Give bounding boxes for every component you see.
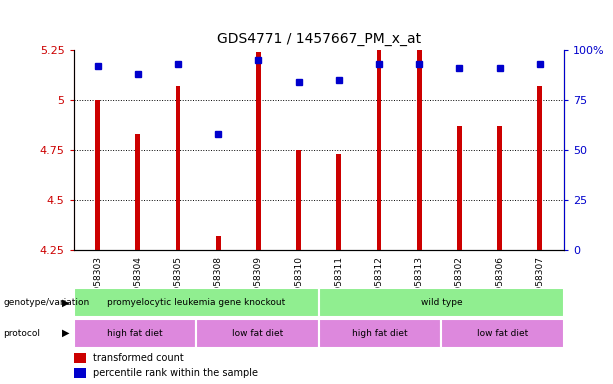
Bar xyxy=(441,319,564,348)
Text: wild type: wild type xyxy=(421,298,462,307)
Text: low fat diet: low fat diet xyxy=(477,329,528,338)
Text: promyelocytic leukemia gene knockout: promyelocytic leukemia gene knockout xyxy=(107,298,285,307)
Text: high fat diet: high fat diet xyxy=(107,329,162,338)
Bar xyxy=(135,134,140,250)
Text: ▶: ▶ xyxy=(63,328,70,338)
Text: high fat diet: high fat diet xyxy=(352,329,408,338)
Bar xyxy=(497,126,502,250)
Bar xyxy=(417,50,422,250)
Bar xyxy=(337,154,341,250)
Bar xyxy=(95,100,100,250)
Text: protocol: protocol xyxy=(3,329,40,338)
Bar xyxy=(196,319,319,348)
Bar xyxy=(74,288,319,317)
Bar xyxy=(256,52,261,250)
Text: transformed count: transformed count xyxy=(93,353,184,363)
Bar xyxy=(74,319,196,348)
Bar xyxy=(296,150,301,250)
Bar xyxy=(176,86,180,250)
Bar xyxy=(216,236,221,250)
Bar xyxy=(74,368,86,378)
Bar xyxy=(319,319,441,348)
Text: low fat diet: low fat diet xyxy=(232,329,283,338)
Bar xyxy=(538,86,543,250)
Bar xyxy=(319,288,564,317)
Text: genotype/variation: genotype/variation xyxy=(3,298,89,307)
Bar xyxy=(376,50,381,250)
Title: GDS4771 / 1457667_PM_x_at: GDS4771 / 1457667_PM_x_at xyxy=(217,32,421,46)
Bar xyxy=(457,126,462,250)
Text: ▶: ▶ xyxy=(63,297,70,308)
Text: percentile rank within the sample: percentile rank within the sample xyxy=(93,368,258,378)
Bar xyxy=(74,353,86,363)
